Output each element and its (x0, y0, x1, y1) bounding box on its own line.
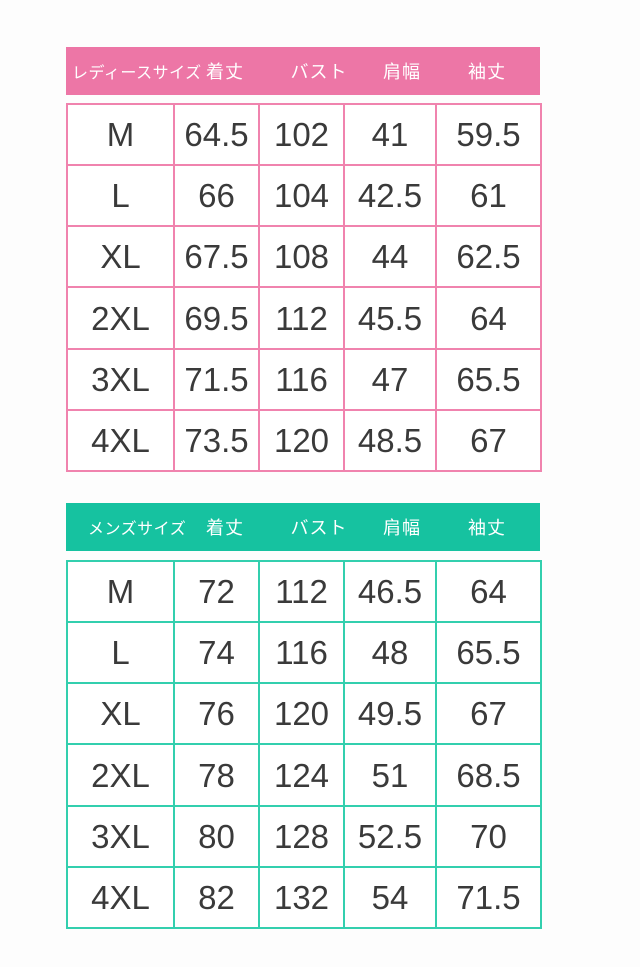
value-cell: 67 (435, 408, 542, 473)
column-header-shoulder-width: 肩幅 (383, 62, 421, 83)
mens-size-table: M 72 112 46.5 64 L 74 116 48 65.5 XL 76 … (66, 559, 542, 930)
value-cell: 47 (343, 347, 437, 411)
size-cell: 2XL (66, 743, 175, 807)
size-cell: 3XL (66, 804, 175, 868)
value-cell: 67.5 (173, 225, 260, 289)
table-row: L 66 104 42.5 61 (66, 164, 542, 228)
value-cell: 45.5 (343, 286, 437, 350)
size-cell: M (66, 559, 175, 624)
value-cell: 128 (258, 804, 345, 868)
value-cell: 51 (343, 743, 437, 807)
value-cell: 112 (258, 559, 345, 624)
size-cell: M (66, 102, 175, 167)
value-cell: 116 (258, 621, 345, 685)
value-cell: 71.5 (435, 865, 542, 930)
value-cell: 65.5 (435, 621, 542, 685)
table-row: 2XL 78 124 51 68.5 (66, 743, 542, 807)
table-row: M 72 112 46.5 64 (66, 559, 542, 624)
value-cell: 104 (258, 164, 345, 228)
value-cell: 70 (435, 804, 542, 868)
value-cell: 65.5 (435, 347, 542, 411)
table-row: 2XL 69.5 112 45.5 64 (66, 286, 542, 350)
size-cell: 4XL (66, 865, 175, 930)
value-cell: 120 (258, 682, 345, 746)
size-cell: 2XL (66, 286, 175, 350)
value-cell: 67 (435, 682, 542, 746)
value-cell: 64.5 (173, 102, 260, 167)
value-cell: 61 (435, 164, 542, 228)
column-header-bust: バスト (290, 62, 348, 83)
value-cell: 82 (173, 865, 260, 930)
table-row: 4XL 82 132 54 71.5 (66, 865, 542, 930)
ladies-table-title: レディースサイズ (72, 63, 202, 82)
value-cell: 52.5 (343, 804, 437, 868)
value-cell: 80 (173, 804, 260, 868)
size-cell: 4XL (66, 408, 175, 473)
column-header-sleeve-length: 袖丈 (468, 518, 506, 539)
table-row: XL 76 120 49.5 67 (66, 682, 542, 746)
value-cell: 59.5 (435, 102, 542, 167)
value-cell: 54 (343, 865, 437, 930)
value-cell: 62.5 (435, 225, 542, 289)
value-cell: 112 (258, 286, 345, 350)
table-row: 3XL 71.5 116 47 65.5 (66, 347, 542, 411)
size-cell: XL (66, 682, 175, 746)
value-cell: 71.5 (173, 347, 260, 411)
table-row: 4XL 73.5 120 48.5 67 (66, 408, 542, 473)
value-cell: 72 (173, 559, 260, 624)
ladies-size-table: M 64.5 102 41 59.5 L 66 104 42.5 61 XL 6… (66, 102, 542, 473)
table-row: XL 67.5 108 44 62.5 (66, 225, 542, 289)
ladies-header-bar: レディースサイズ 着丈 バスト 肩幅 袖丈 (66, 47, 540, 95)
table-row: L 74 116 48 65.5 (66, 621, 542, 685)
value-cell: 41 (343, 102, 437, 167)
mens-table-title: メンズサイズ (88, 519, 187, 538)
column-header-sleeve-length: 袖丈 (468, 62, 506, 83)
value-cell: 108 (258, 225, 345, 289)
value-cell: 69.5 (173, 286, 260, 350)
value-cell: 49.5 (343, 682, 437, 746)
table-row: 3XL 80 128 52.5 70 (66, 804, 542, 868)
value-cell: 48 (343, 621, 437, 685)
table-row: M 64.5 102 41 59.5 (66, 102, 542, 167)
value-cell: 102 (258, 102, 345, 167)
size-cell: XL (66, 225, 175, 289)
value-cell: 73.5 (173, 408, 260, 473)
size-cell: 3XL (66, 347, 175, 411)
size-cell: L (66, 621, 175, 685)
value-cell: 44 (343, 225, 437, 289)
value-cell: 64 (435, 559, 542, 624)
column-header-body-length: 着丈 (206, 518, 244, 539)
value-cell: 78 (173, 743, 260, 807)
size-cell: L (66, 164, 175, 228)
column-header-bust: バスト (290, 518, 348, 539)
mens-header-bar: メンズサイズ 着丈 バスト 肩幅 袖丈 (66, 503, 540, 551)
value-cell: 66 (173, 164, 260, 228)
value-cell: 76 (173, 682, 260, 746)
value-cell: 116 (258, 347, 345, 411)
value-cell: 48.5 (343, 408, 437, 473)
column-header-body-length: 着丈 (206, 62, 244, 83)
value-cell: 124 (258, 743, 345, 807)
value-cell: 64 (435, 286, 542, 350)
value-cell: 46.5 (343, 559, 437, 624)
value-cell: 42.5 (343, 164, 437, 228)
value-cell: 120 (258, 408, 345, 473)
value-cell: 132 (258, 865, 345, 930)
value-cell: 74 (173, 621, 260, 685)
value-cell: 68.5 (435, 743, 542, 807)
column-header-shoulder-width: 肩幅 (383, 518, 421, 539)
